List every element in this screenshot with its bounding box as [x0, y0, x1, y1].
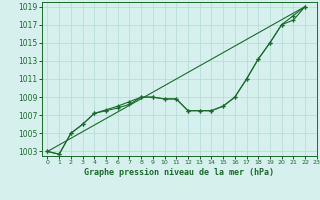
X-axis label: Graphe pression niveau de la mer (hPa): Graphe pression niveau de la mer (hPa)	[84, 168, 274, 177]
